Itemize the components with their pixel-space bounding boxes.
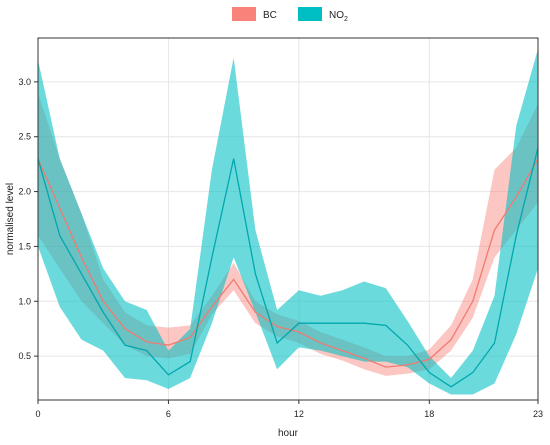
x-tick-label: 18 [424, 409, 434, 419]
series-lines [37, 147, 539, 388]
x-tick-label: 6 [166, 409, 171, 419]
x-axis-label: hour [278, 428, 299, 439]
x-tick-label: 12 [294, 409, 304, 419]
x-axis-ticks: 0 6 12 18 23 [35, 400, 543, 419]
x-tick-label: 23 [533, 409, 543, 419]
y-tick-label: 1.0 [18, 296, 31, 306]
legend-swatch-no2 [298, 7, 322, 21]
line-no2 [37, 147, 539, 388]
band-no2 [38, 48, 538, 395]
y-axis-label: normalised level [5, 183, 16, 255]
legend-swatch-bc [232, 7, 256, 21]
line-bc [37, 158, 539, 368]
legend-label-bc: BC [263, 10, 277, 21]
y-tick-label: 1.5 [18, 241, 31, 251]
confidence-bands [38, 48, 538, 395]
plot-frame [37, 37, 539, 401]
y-tick-label: 2.5 [18, 132, 31, 142]
y-tick-label: 2.0 [18, 187, 31, 197]
y-tick-label: 0.5 [18, 351, 31, 361]
x-tick-label: 0 [35, 409, 40, 419]
y-tick-label: 3.0 [18, 77, 31, 87]
legend: BC NO2 [232, 7, 348, 23]
legend-label-no2: NO2 [329, 10, 348, 23]
y-axis-ticks: 0.5 1.0 1.5 2.0 2.5 3.0 [18, 77, 38, 361]
